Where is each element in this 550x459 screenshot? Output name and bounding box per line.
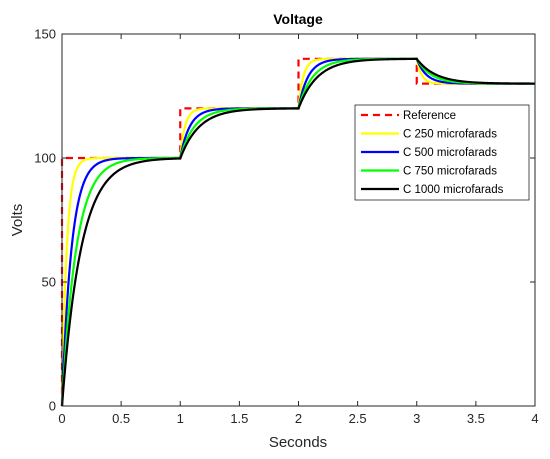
- x-tick-label: 3.5: [467, 411, 485, 426]
- legend-label-1: Reference: [403, 110, 456, 122]
- x-tick-label: 0.5: [112, 411, 130, 426]
- legend-label-5: C 1000 microfarads: [403, 184, 504, 196]
- y-tick-label: 150: [34, 27, 56, 42]
- x-tick-label: 2: [295, 411, 302, 426]
- x-axis-label: Seconds: [269, 434, 327, 451]
- x-tick-label: 2.5: [349, 411, 367, 426]
- legend-label-2: C 250 microfarads: [403, 129, 497, 141]
- x-tick-label: 1: [177, 411, 184, 426]
- legend-label-3: C 500 microfarads: [403, 147, 497, 159]
- x-tick-label: 0: [58, 411, 65, 426]
- x-tick-label: 3: [413, 411, 420, 426]
- y-tick-label: 0: [49, 399, 56, 414]
- y-axis-label: Volts: [9, 204, 26, 237]
- y-tick-label: 100: [34, 151, 56, 166]
- chart-title: Voltage: [273, 11, 323, 27]
- series-line-4: [60, 57, 535, 407]
- y-tick-label: 50: [42, 275, 56, 290]
- legend: Reference C 250 microfarads C 500 microfar…: [354, 104, 530, 201]
- plot-area: [60, 57, 535, 407]
- axis-ticks: 0 0.5 1 1.5 2 2.5 3 3.5 4 0 50 100 150: [34, 27, 538, 427]
- x-tick-label: 1.5: [230, 411, 248, 426]
- legend-label-4: C 750 microfarads: [403, 166, 497, 178]
- x-tick-label: 4: [531, 411, 538, 426]
